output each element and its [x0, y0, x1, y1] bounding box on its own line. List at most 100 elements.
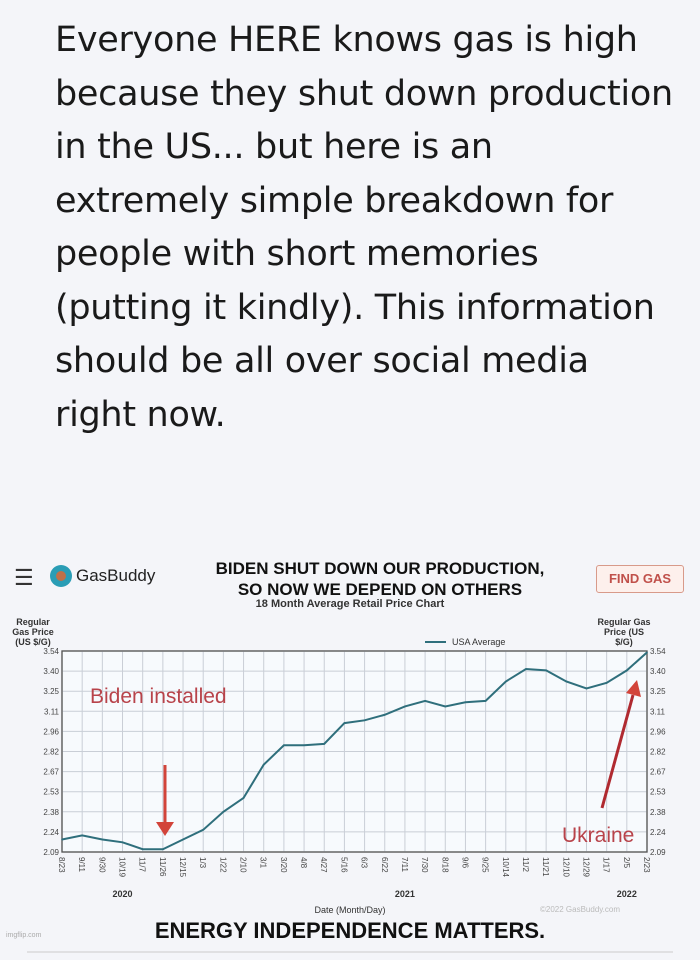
y-tick-left: 2.38 [43, 808, 59, 817]
x-tick-label: 11/2 [521, 857, 530, 873]
y-tick-left: 3.54 [43, 647, 59, 656]
headline-line-2: SO NOW WE DEPEND ON OTHERS [237, 580, 523, 599]
data-point [585, 687, 588, 690]
legend-label: USA Average [452, 637, 505, 647]
headline: BIDEN SHUT DOWN OUR PRODUCTION, SO NOW WE… [180, 558, 580, 600]
x-tick-label: 2/23 [642, 857, 651, 873]
y-tick-right: 2.67 [650, 768, 666, 777]
logo-text: GasBuddy [76, 566, 156, 585]
data-point [626, 669, 628, 672]
headline-line-1: BIDEN SHUT DOWN OUR PRODUCTION, [215, 559, 545, 578]
arrow-up-shaft [600, 694, 635, 809]
y-tick-left: 2.96 [43, 727, 59, 736]
data-point [202, 829, 205, 831]
post-text: Everyone HERE knows gas is high because … [55, 20, 673, 435]
x-tick-label: 8/18 [440, 857, 449, 873]
y-tick-left: 2.24 [43, 828, 59, 837]
data-point [262, 763, 265, 766]
data-point [404, 705, 406, 708]
y-axis-label-right: Regular Gas Price (US $/G) [597, 617, 651, 647]
y-tick-right: 2.53 [650, 788, 666, 797]
year-label: 2020 [113, 889, 133, 899]
y-tick-left: 2.09 [43, 848, 59, 857]
y-tick-left: 2.53 [43, 788, 59, 797]
data-point [545, 669, 547, 672]
x-tick-label: 1/17 [602, 857, 611, 873]
data-point [464, 701, 467, 704]
x-tick-label: 9/11 [77, 857, 86, 873]
data-point [605, 682, 608, 684]
data-point [424, 700, 426, 702]
plot-border [61, 650, 648, 853]
data-point [525, 668, 527, 670]
year-label: 2021 [395, 889, 415, 899]
annotation-ukraine: Ukraine [562, 824, 634, 847]
y-tick-right: 2.09 [650, 848, 666, 857]
gasbuddy-logo-icon [50, 565, 72, 587]
data-point [646, 651, 648, 654]
x-tick-label: 1/3 [198, 857, 207, 869]
x-tick-label: 7/30 [420, 857, 429, 873]
year-label: 2022 [617, 889, 637, 899]
data-point [565, 680, 568, 683]
x-axis-title: Date (Month/Day) [314, 905, 386, 915]
x-tick-label: 12/15 [178, 857, 187, 878]
y-tick-left: 3.40 [43, 667, 59, 676]
y-tick-right: 2.82 [650, 748, 666, 757]
data-point [101, 838, 104, 841]
x-tick-label: 1/22 [218, 857, 227, 873]
footer-slogan: ENERGY INDEPENDENCE MATTERS. [154, 918, 546, 943]
data-point [363, 719, 366, 722]
y-tick-right: 3.40 [650, 667, 666, 676]
data-point [303, 744, 305, 747]
y-axis-label-left: Regular Gas Price (US $/G) [12, 617, 54, 647]
data-point [343, 722, 346, 724]
gasbuddy-header: ☰ GasBuddy BIDEN SHUT DOWN OUR PRODUCTIO… [0, 555, 700, 605]
find-gas-button[interactable]: FIND GAS [596, 565, 684, 593]
data-point [242, 797, 245, 799]
data-point [283, 744, 285, 747]
x-tick-label: 4/27 [319, 857, 328, 873]
x-tick-label: 12/10 [561, 857, 570, 878]
y-tick-right: 3.25 [650, 687, 666, 696]
chart-title: 18 Month Average Retail Price Chart [255, 598, 445, 610]
x-tick-label: 6/3 [360, 857, 369, 869]
y-tick-right: 3.11 [650, 707, 666, 716]
data-point [162, 848, 164, 851]
x-tick-label: 11/26 [158, 857, 167, 877]
x-tick-label: 2/10 [239, 857, 248, 873]
x-tick-label: 7/11 [400, 857, 409, 873]
data-point [444, 705, 447, 708]
y-tick-right: 3.54 [650, 647, 666, 656]
data-point [121, 841, 124, 844]
x-tick-label: 5/16 [339, 857, 348, 873]
x-tick-label: 8/23 [57, 857, 66, 873]
x-tick-label: 11/21 [541, 857, 550, 877]
y-tick-right: 2.96 [650, 727, 666, 736]
arrow-up-head [626, 680, 641, 697]
series-line-usa-average [61, 651, 648, 851]
x-tick-label: 2/5 [622, 857, 631, 869]
x-tick-label: 10/14 [501, 857, 510, 878]
x-tick-label: 10/19 [118, 857, 127, 878]
data-point [504, 680, 507, 683]
x-tick-label: 4/8 [299, 857, 308, 869]
gasbuddy-logo[interactable]: GasBuddy [50, 565, 155, 587]
hamburger-icon[interactable]: ☰ [14, 565, 34, 590]
imgflip-watermark: imgflip.com [6, 932, 42, 939]
y-tick-left: 3.25 [43, 687, 59, 696]
copyright: ©2022 GasBuddy.com [540, 905, 621, 914]
data-point [61, 838, 63, 841]
x-tick-label: 11/7 [138, 857, 147, 873]
data-point [81, 834, 83, 837]
data-point [323, 743, 326, 745]
data-point [141, 848, 144, 851]
x-tick-label: 3/20 [279, 857, 288, 873]
y-tick-right: 2.24 [650, 828, 666, 837]
data-point [182, 838, 184, 841]
y-tick-left: 2.82 [43, 748, 59, 757]
data-point [222, 811, 225, 813]
y-tick-right: 2.38 [650, 808, 666, 817]
data-point [383, 713, 386, 716]
